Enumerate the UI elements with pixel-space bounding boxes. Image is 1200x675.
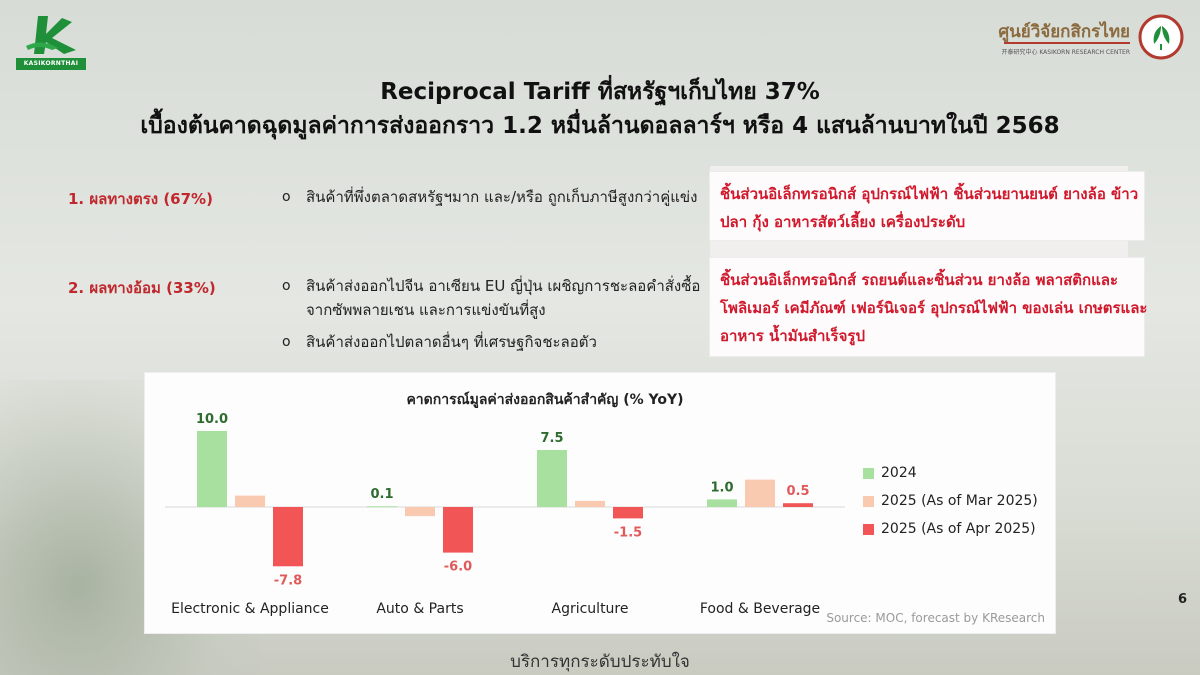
category-label: Agriculture — [552, 601, 629, 617]
data-label: 0.5 — [786, 484, 809, 499]
chart-title: คาดการณ์มูลค่าส่งออกสินค้าสำคัญ (% YoY) — [406, 392, 684, 408]
legend-swatch — [863, 496, 874, 507]
bar — [405, 507, 435, 517]
slide-title: Reciprocal Tariff ที่สหรัฐฯเก็บไทย 37% เ… — [0, 76, 1200, 144]
direct-impact-label: 1. ผลทางตรง (67%) — [68, 190, 213, 208]
bar — [575, 500, 605, 507]
products-highlight-2 — [710, 258, 1144, 356]
bar — [745, 479, 775, 507]
indirect-impact-label: 2. ผลทางอ้อม (33%) — [68, 279, 216, 297]
bullet-marker: o — [282, 278, 291, 294]
indirect-impact-bullet-1: o สินค้าส่งออกไปจีน อาเซียน EU ญี่ปุ่น เ… — [282, 274, 712, 322]
kresearch-thai-name: ศูนย์วิจัยกสิกรไทย — [998, 22, 1130, 42]
data-label: 0.1 — [370, 487, 393, 502]
indirect-impact-products: ชิ้นส่วนอิเล็กทรอนิกส์ รถยนต์และชิ้นส่วน… — [720, 271, 1148, 345]
k-logo-icon — [26, 16, 76, 54]
category-label: Auto & Parts — [376, 601, 463, 617]
data-label: -7.8 — [274, 573, 302, 588]
chart-plot: 10.0 -7.8 Electronic & Appliance 0.1 -6.0 Aut… — [165, 412, 845, 617]
data-label: -1.5 — [614, 525, 642, 540]
kasikornthai-wordmark: KASIKORNTHAI — [16, 58, 86, 70]
legend-label: 2024 — [881, 465, 917, 481]
title-line-2: เบื้องต้นคาดฉุดมูลค่าการส่งออกราว 1.2 หม… — [140, 113, 1060, 139]
bar — [613, 507, 643, 519]
page-number: 6 — [1178, 592, 1188, 607]
footer-slogan: บริการทุกระดับประทับใจ — [510, 652, 690, 672]
indirect-impact-bullet-2: o สินค้าส่งออกไปตลาดอื่นๆ ที่เศรษฐกิจชะล… — [282, 330, 712, 354]
bar — [273, 507, 303, 567]
bar — [367, 506, 397, 508]
bar — [707, 499, 737, 507]
export-forecast-chart: 10.0 -7.8 Electronic & Appliance 0.1 -6.0 Aut… — [144, 372, 1056, 634]
legend-label: 2025 (As of Apr 2025) — [881, 521, 1036, 537]
bullet-text: สินค้าส่งออกไปตลาดอื่นๆ ที่เศรษฐกิจชะลอต… — [306, 333, 597, 351]
affected-products-panel: ชิ้นส่วนอิเล็กทรอนิกส์ อุปกรณ์ไฟฟ้า ชิ้น… — [710, 166, 1147, 356]
bar — [537, 450, 567, 507]
logo-divider — [1004, 42, 1130, 44]
direct-impact-bullet: o สินค้าที่พึ่งตลาดสหรัฐฯมาก และ/หรือ ถู… — [282, 185, 712, 209]
bullet-text: สินค้าที่พึ่งตลาดสหรัฐฯมาก และ/หรือ ถูกเ… — [306, 188, 698, 206]
bar — [783, 503, 813, 507]
bullet-marker: o — [282, 189, 291, 205]
bar — [443, 507, 473, 553]
category-label: Food & Beverage — [700, 601, 820, 617]
kresearch-english-name: 开泰研究中心 KASIKORN RESEARCH CENTER — [1001, 49, 1130, 56]
kresearch-seal-icon — [1138, 14, 1184, 60]
data-label: 7.5 — [540, 431, 563, 446]
bar — [197, 431, 227, 507]
bar — [235, 495, 265, 507]
direct-impact-products: ชิ้นส่วนอิเล็กทรอนิกส์ อุปกรณ์ไฟฟ้า ชิ้น… — [720, 185, 1139, 231]
data-label: -6.0 — [444, 560, 472, 575]
legend-swatch — [863, 468, 874, 479]
kasikornthai-logo: KASIKORNTHAI — [16, 14, 86, 72]
legend-label: 2025 (As of Mar 2025) — [881, 493, 1038, 509]
bullet-text: สินค้าส่งออกไปจีน อาเซียน EU ญี่ปุ่น เผช… — [306, 277, 701, 319]
data-label: 10.0 — [196, 412, 228, 427]
category-label: Electronic & Appliance — [171, 601, 329, 617]
chart-source: Source: MOC, forecast by KResearch — [826, 611, 1045, 625]
data-label: 1.0 — [710, 480, 733, 495]
legend-swatch — [863, 524, 874, 535]
kresearch-logo: ศูนย์วิจัยกสิกรไทย 开泰研究中心 KASIKORN RESEA… — [994, 14, 1184, 64]
title-line-1: Reciprocal Tariff ที่สหรัฐฯเก็บไทย 37% — [380, 79, 820, 105]
bullet-marker: o — [282, 334, 291, 350]
products-highlight-1 — [710, 172, 1144, 240]
